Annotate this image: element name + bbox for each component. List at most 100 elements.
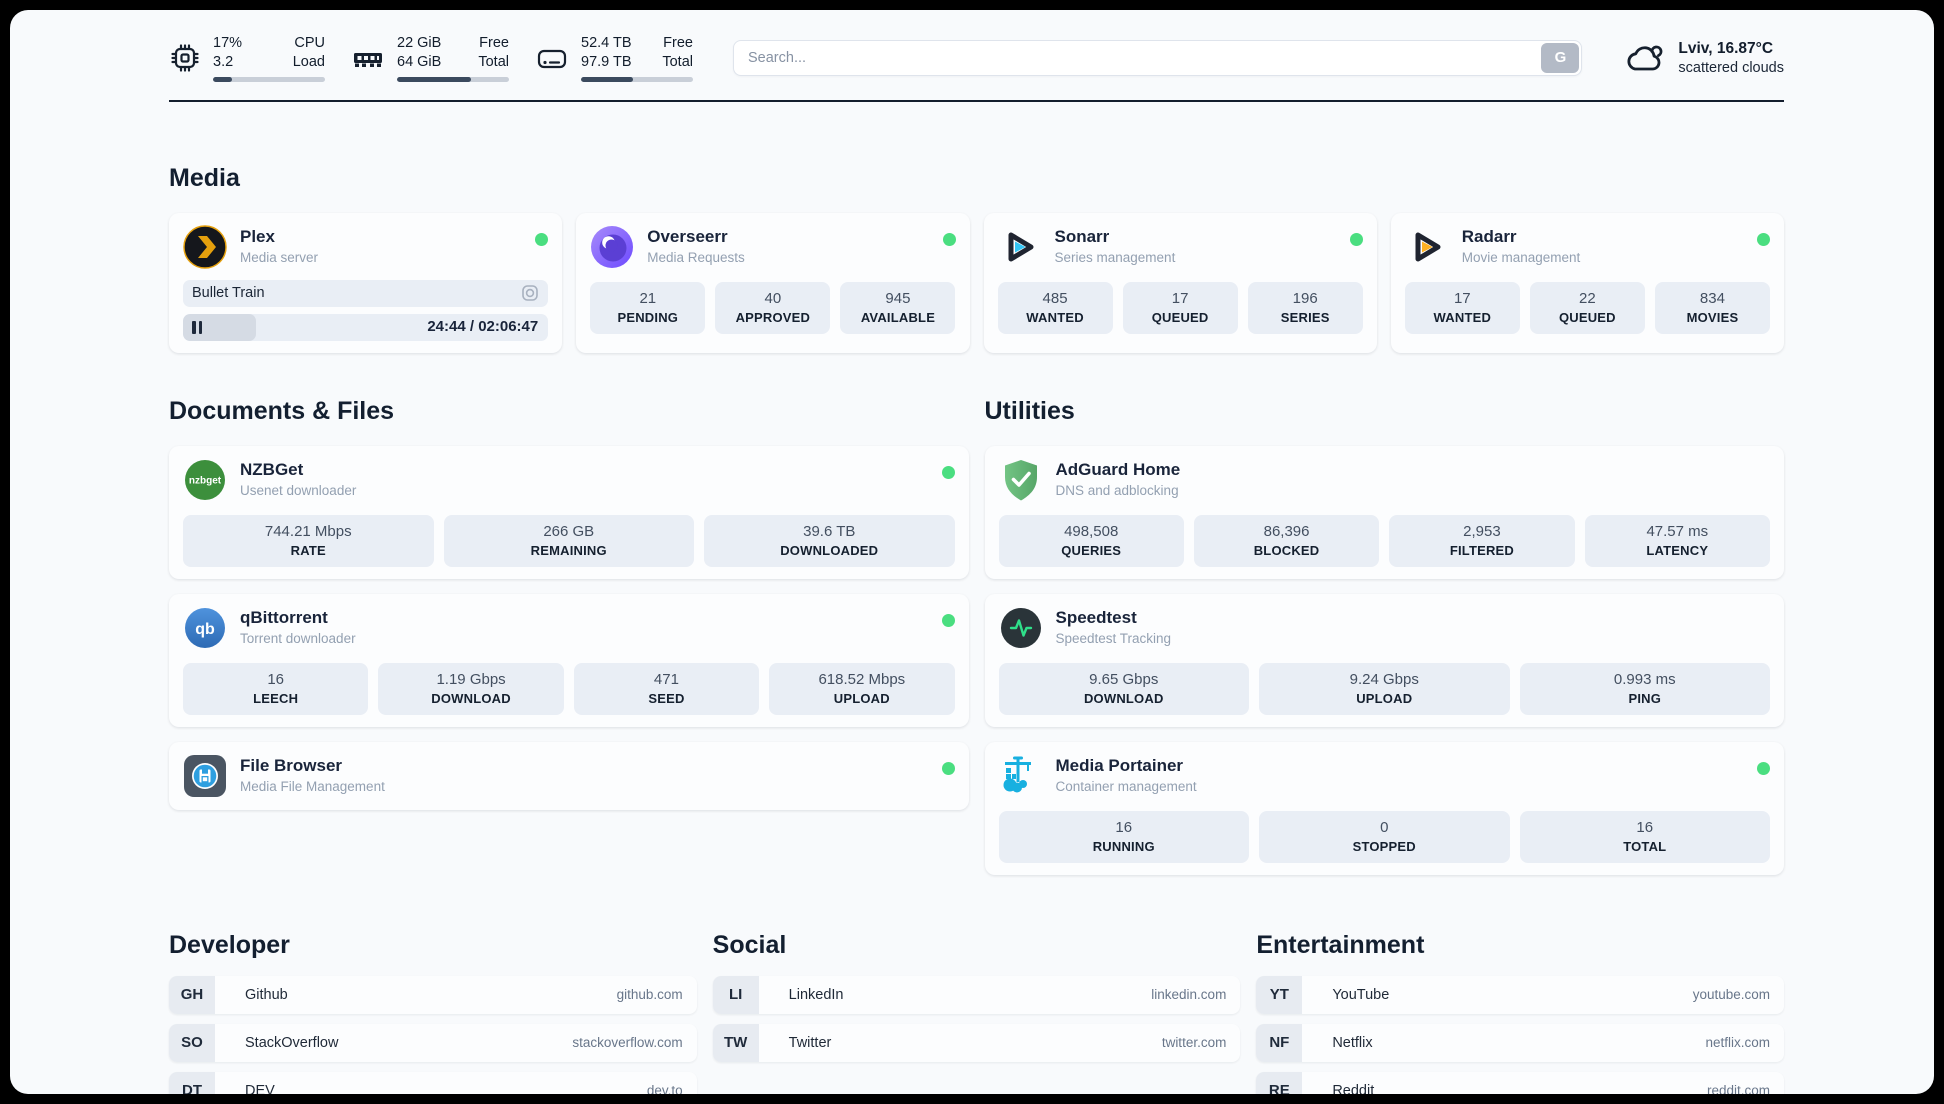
ram-label-1: Free <box>479 35 509 51</box>
status-dot <box>1757 761 1770 775</box>
status-dot <box>1757 232 1770 246</box>
app-subtitle: DNS and adblocking <box>1055 482 1179 498</box>
stat-download: 1.19 Gbps DOWNLOAD <box>378 662 564 715</box>
radarr-icon <box>1405 225 1449 269</box>
status-dot <box>942 232 956 246</box>
link-name: Github <box>245 986 288 1003</box>
stat-leech: 16 LEECH <box>183 662 369 715</box>
app-card-plex[interactable]: Plex Media server Bullet Train <box>169 212 563 353</box>
search-button[interactable]: G <box>1541 42 1580 73</box>
cpu-label-2: Load <box>292 53 325 70</box>
pause-icon[interactable] <box>192 320 202 334</box>
ram-label-2: Total <box>478 53 509 70</box>
app-name: Radarr <box>1461 226 1517 246</box>
link-name: DEV <box>245 1082 275 1094</box>
app-card-sonarr[interactable]: Sonarr Series management 485 WANTED 17 Q… <box>983 212 1377 353</box>
documents-column: Documents & Files nzbget NZBGet Usenet d… <box>169 397 969 875</box>
stat-filtered: 2,953 FILTERED <box>1389 514 1575 567</box>
stat-queries: 498,508 QUERIES <box>998 514 1184 567</box>
dashboard: 17% 3.2 CPU Load <box>10 10 1934 1094</box>
app-card-portainer[interactable]: Media Portainer Container management 16 … <box>984 741 1784 875</box>
stat-download: 9.65 Gbps DOWNLOAD <box>998 662 1249 715</box>
app-card-nzbget[interactable]: nzbget NZBGet Usenet downloader 744.21 M… <box>169 445 969 579</box>
link-reddit[interactable]: RE Reddit reddit.com <box>1256 1071 1784 1094</box>
disk-total: 97.9 TB <box>581 53 632 70</box>
app-card-speedtest[interactable]: Speedtest Speedtest Tracking 9.65 Gbps D… <box>984 593 1784 727</box>
app-name: Plex <box>240 226 275 246</box>
cloud-icon <box>1622 38 1666 78</box>
section-title-entertainment: Entertainment <box>1256 930 1425 959</box>
stat-blocked: 86,396 BLOCKED <box>1193 514 1380 567</box>
ram-free: 22 GiB <box>397 35 442 51</box>
session-record-icon[interactable] <box>521 284 539 302</box>
app-card-filebrowser[interactable]: File Browser Media File Management <box>169 741 969 810</box>
top-bar: 17% 3.2 CPU Load <box>169 34 1784 82</box>
playback-bar[interactable]: 24:44 / 02:06:47 <box>183 313 549 341</box>
app-name: Sonarr <box>1054 226 1110 246</box>
status-dot <box>1349 232 1363 246</box>
stat-running: 16 RUNNING <box>998 810 1249 863</box>
cpu-label-1: CPU <box>294 35 325 51</box>
section-title-media: Media <box>169 163 240 192</box>
link-name: YouTube <box>1332 986 1390 1003</box>
link-name: StackOverflow <box>245 1034 339 1051</box>
link-url: reddit.com <box>1706 1083 1770 1094</box>
stat-upload: 618.52 Mbps UPLOAD <box>769 662 955 715</box>
section-title-documents: Documents & Files <box>169 396 395 425</box>
cpu-progressbar <box>213 76 325 82</box>
link-tag: NF <box>1256 1023 1303 1062</box>
stat-approved: 40 APPROVED <box>715 281 831 334</box>
stat-series: 196 SERIES <box>1247 281 1363 334</box>
stat-queued: 17 QUEUED <box>1122 281 1238 334</box>
developer-column: Developer GH Github github.com SO StackO… <box>169 931 697 1094</box>
stat-latency: 47.57 ms LATENCY <box>1584 514 1770 567</box>
link-twitter[interactable]: TW Twitter twitter.com <box>712 1023 1241 1062</box>
app-subtitle: Media server <box>240 249 319 265</box>
link-url: stackoverflow.com <box>572 1035 683 1051</box>
header-divider <box>169 99 1784 102</box>
link-dev[interactable]: DT DEV dev.to <box>169 1071 697 1094</box>
link-name: Netflix <box>1332 1034 1373 1051</box>
app-card-overseerr[interactable]: Overseerr Media Requests 21 PENDING 40 A… <box>576 212 970 353</box>
overseerr-icon <box>590 225 634 269</box>
weather-location: Lviv, 16.87°C <box>1678 39 1774 57</box>
status-dot <box>941 761 955 775</box>
section-title-social: Social <box>712 930 787 959</box>
portainer-icon <box>999 754 1043 798</box>
ram-total: 64 GiB <box>397 53 442 70</box>
stat-wanted: 17 WANTED <box>1404 281 1520 334</box>
disk-icon <box>535 42 569 74</box>
app-name: AdGuard Home <box>1055 459 1181 479</box>
link-name: Reddit <box>1332 1082 1375 1094</box>
cpu-icon <box>169 42 201 74</box>
disk-progressbar <box>581 76 693 82</box>
filebrowser-icon <box>183 754 227 798</box>
stat-downloaded: 39.6 TB DOWNLOADED <box>704 514 955 567</box>
cpu-usage: 17% <box>213 35 243 51</box>
app-name: NZBGet <box>240 459 304 479</box>
disk-label-1: Free <box>663 35 693 51</box>
link-netflix[interactable]: NF Netflix netflix.com <box>1256 1023 1784 1062</box>
app-card-radarr[interactable]: Radarr Movie management 17 WANTED 22 QUE… <box>1390 212 1784 353</box>
link-tag: TW <box>712 1023 759 1062</box>
app-subtitle: Speedtest Tracking <box>1055 630 1172 646</box>
search-input[interactable] <box>736 49 1542 66</box>
app-name: Overseerr <box>647 226 728 246</box>
link-youtube[interactable]: YT YouTube youtube.com <box>1256 975 1784 1014</box>
weather-condition: scattered clouds <box>1678 59 1784 76</box>
disk-label-2: Total <box>662 53 693 70</box>
status-dot <box>941 465 955 479</box>
link-url: dev.to <box>646 1083 683 1094</box>
app-card-qbittorrent[interactable]: qb qBittorrent Torrent downloader 16 <box>169 593 969 727</box>
app-subtitle: Usenet downloader <box>240 482 357 498</box>
app-card-adguard[interactable]: AdGuard Home DNS and adblocking 498,508 … <box>984 445 1784 579</box>
link-url: netflix.com <box>1705 1035 1770 1051</box>
link-tag: LI <box>712 975 759 1014</box>
entertainment-column: Entertainment YT YouTube youtube.com NF … <box>1256 931 1784 1094</box>
link-stackoverflow[interactable]: SO StackOverflow stackoverflow.com <box>169 1023 697 1062</box>
link-github[interactable]: GH Github github.com <box>169 975 697 1014</box>
status-dot <box>535 232 549 246</box>
stat-remaining: 266 GB REMAINING <box>443 514 694 567</box>
link-url: twitter.com <box>1161 1035 1227 1051</box>
link-linkedin[interactable]: LI LinkedIn linkedin.com <box>712 975 1241 1014</box>
